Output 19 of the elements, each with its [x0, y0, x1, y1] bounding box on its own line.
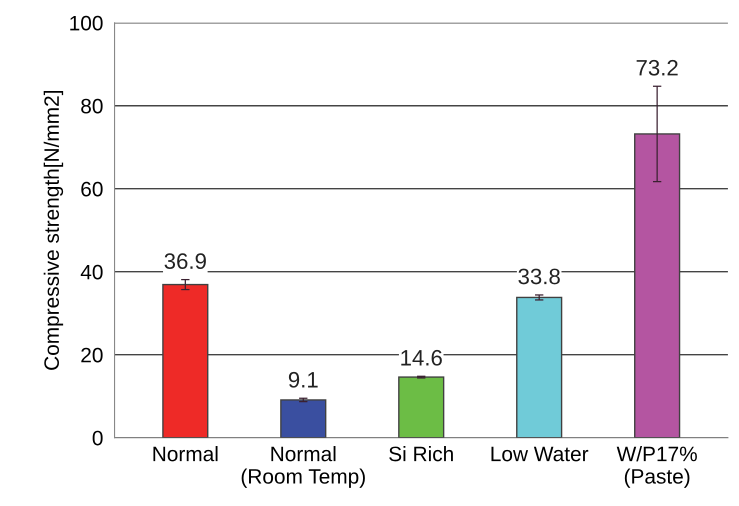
x-tick-label: Low Water — [492, 446, 588, 462]
bar — [280, 399, 326, 438]
y-tick-label: 60 — [81, 182, 103, 196]
y-tick-label: 80 — [81, 98, 103, 114]
y-tick-label: 20 — [81, 348, 103, 362]
data-label: 9.1 — [288, 372, 318, 388]
y-tick-label: 100 — [70, 16, 103, 31]
x-tick-label: Normal (Room Temp) — [242, 446, 365, 488]
bar — [398, 376, 444, 438]
x-tick-label: Normal — [153, 446, 218, 462]
data-label: 36.9 — [164, 253, 206, 269]
y-tick-label: 0 — [92, 430, 103, 446]
y-tick-label: 40 — [80, 264, 103, 280]
x-tick-label: Si Rich — [389, 446, 453, 462]
y-axis-title: Compressive strength[N/mm2] — [44, 91, 64, 370]
data-label: 33.8 — [518, 268, 560, 284]
x-tick-label: W/P17% (Paste) — [616, 446, 697, 488]
data-label: 14.6 — [401, 350, 442, 366]
data-label: 73.2 — [636, 60, 678, 76]
